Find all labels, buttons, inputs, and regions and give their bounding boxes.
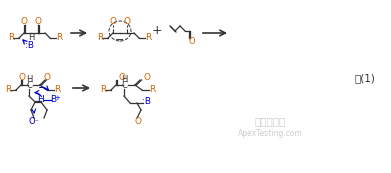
Text: H: H — [121, 75, 127, 84]
Text: +: + — [152, 24, 162, 37]
Text: H: H — [28, 33, 34, 42]
Text: R: R — [97, 34, 103, 43]
Text: ApexTesting.com: ApexTesting.com — [238, 129, 302, 138]
Text: R: R — [5, 85, 11, 94]
Text: :B: :B — [25, 40, 34, 49]
Text: R: R — [145, 34, 151, 43]
Text: :B: :B — [142, 97, 151, 106]
Text: O: O — [124, 17, 131, 26]
Text: +: + — [54, 95, 60, 101]
Text: O: O — [18, 74, 25, 83]
Text: R: R — [149, 85, 155, 94]
Text: O: O — [143, 74, 151, 83]
Text: R: R — [56, 34, 62, 43]
Text: O: O — [135, 117, 142, 126]
Text: R: R — [54, 85, 60, 94]
Text: O: O — [109, 17, 117, 26]
Text: −: − — [115, 35, 125, 45]
Text: R: R — [8, 34, 14, 43]
Text: C: C — [121, 80, 127, 89]
Text: B: B — [50, 95, 56, 104]
Text: O: O — [189, 37, 196, 45]
Text: O: O — [118, 74, 126, 83]
Text: C: C — [26, 80, 32, 89]
Text: O⁻: O⁻ — [29, 117, 39, 126]
Text: H: H — [26, 75, 32, 84]
Text: O: O — [43, 74, 50, 83]
Text: 嘉峨检测网: 嘉峨检测网 — [255, 116, 285, 126]
Text: 式(1): 式(1) — [354, 73, 375, 83]
Text: O: O — [34, 17, 41, 26]
Text: R: R — [100, 85, 106, 94]
Text: O: O — [20, 17, 27, 26]
Text: H: H — [38, 94, 44, 103]
